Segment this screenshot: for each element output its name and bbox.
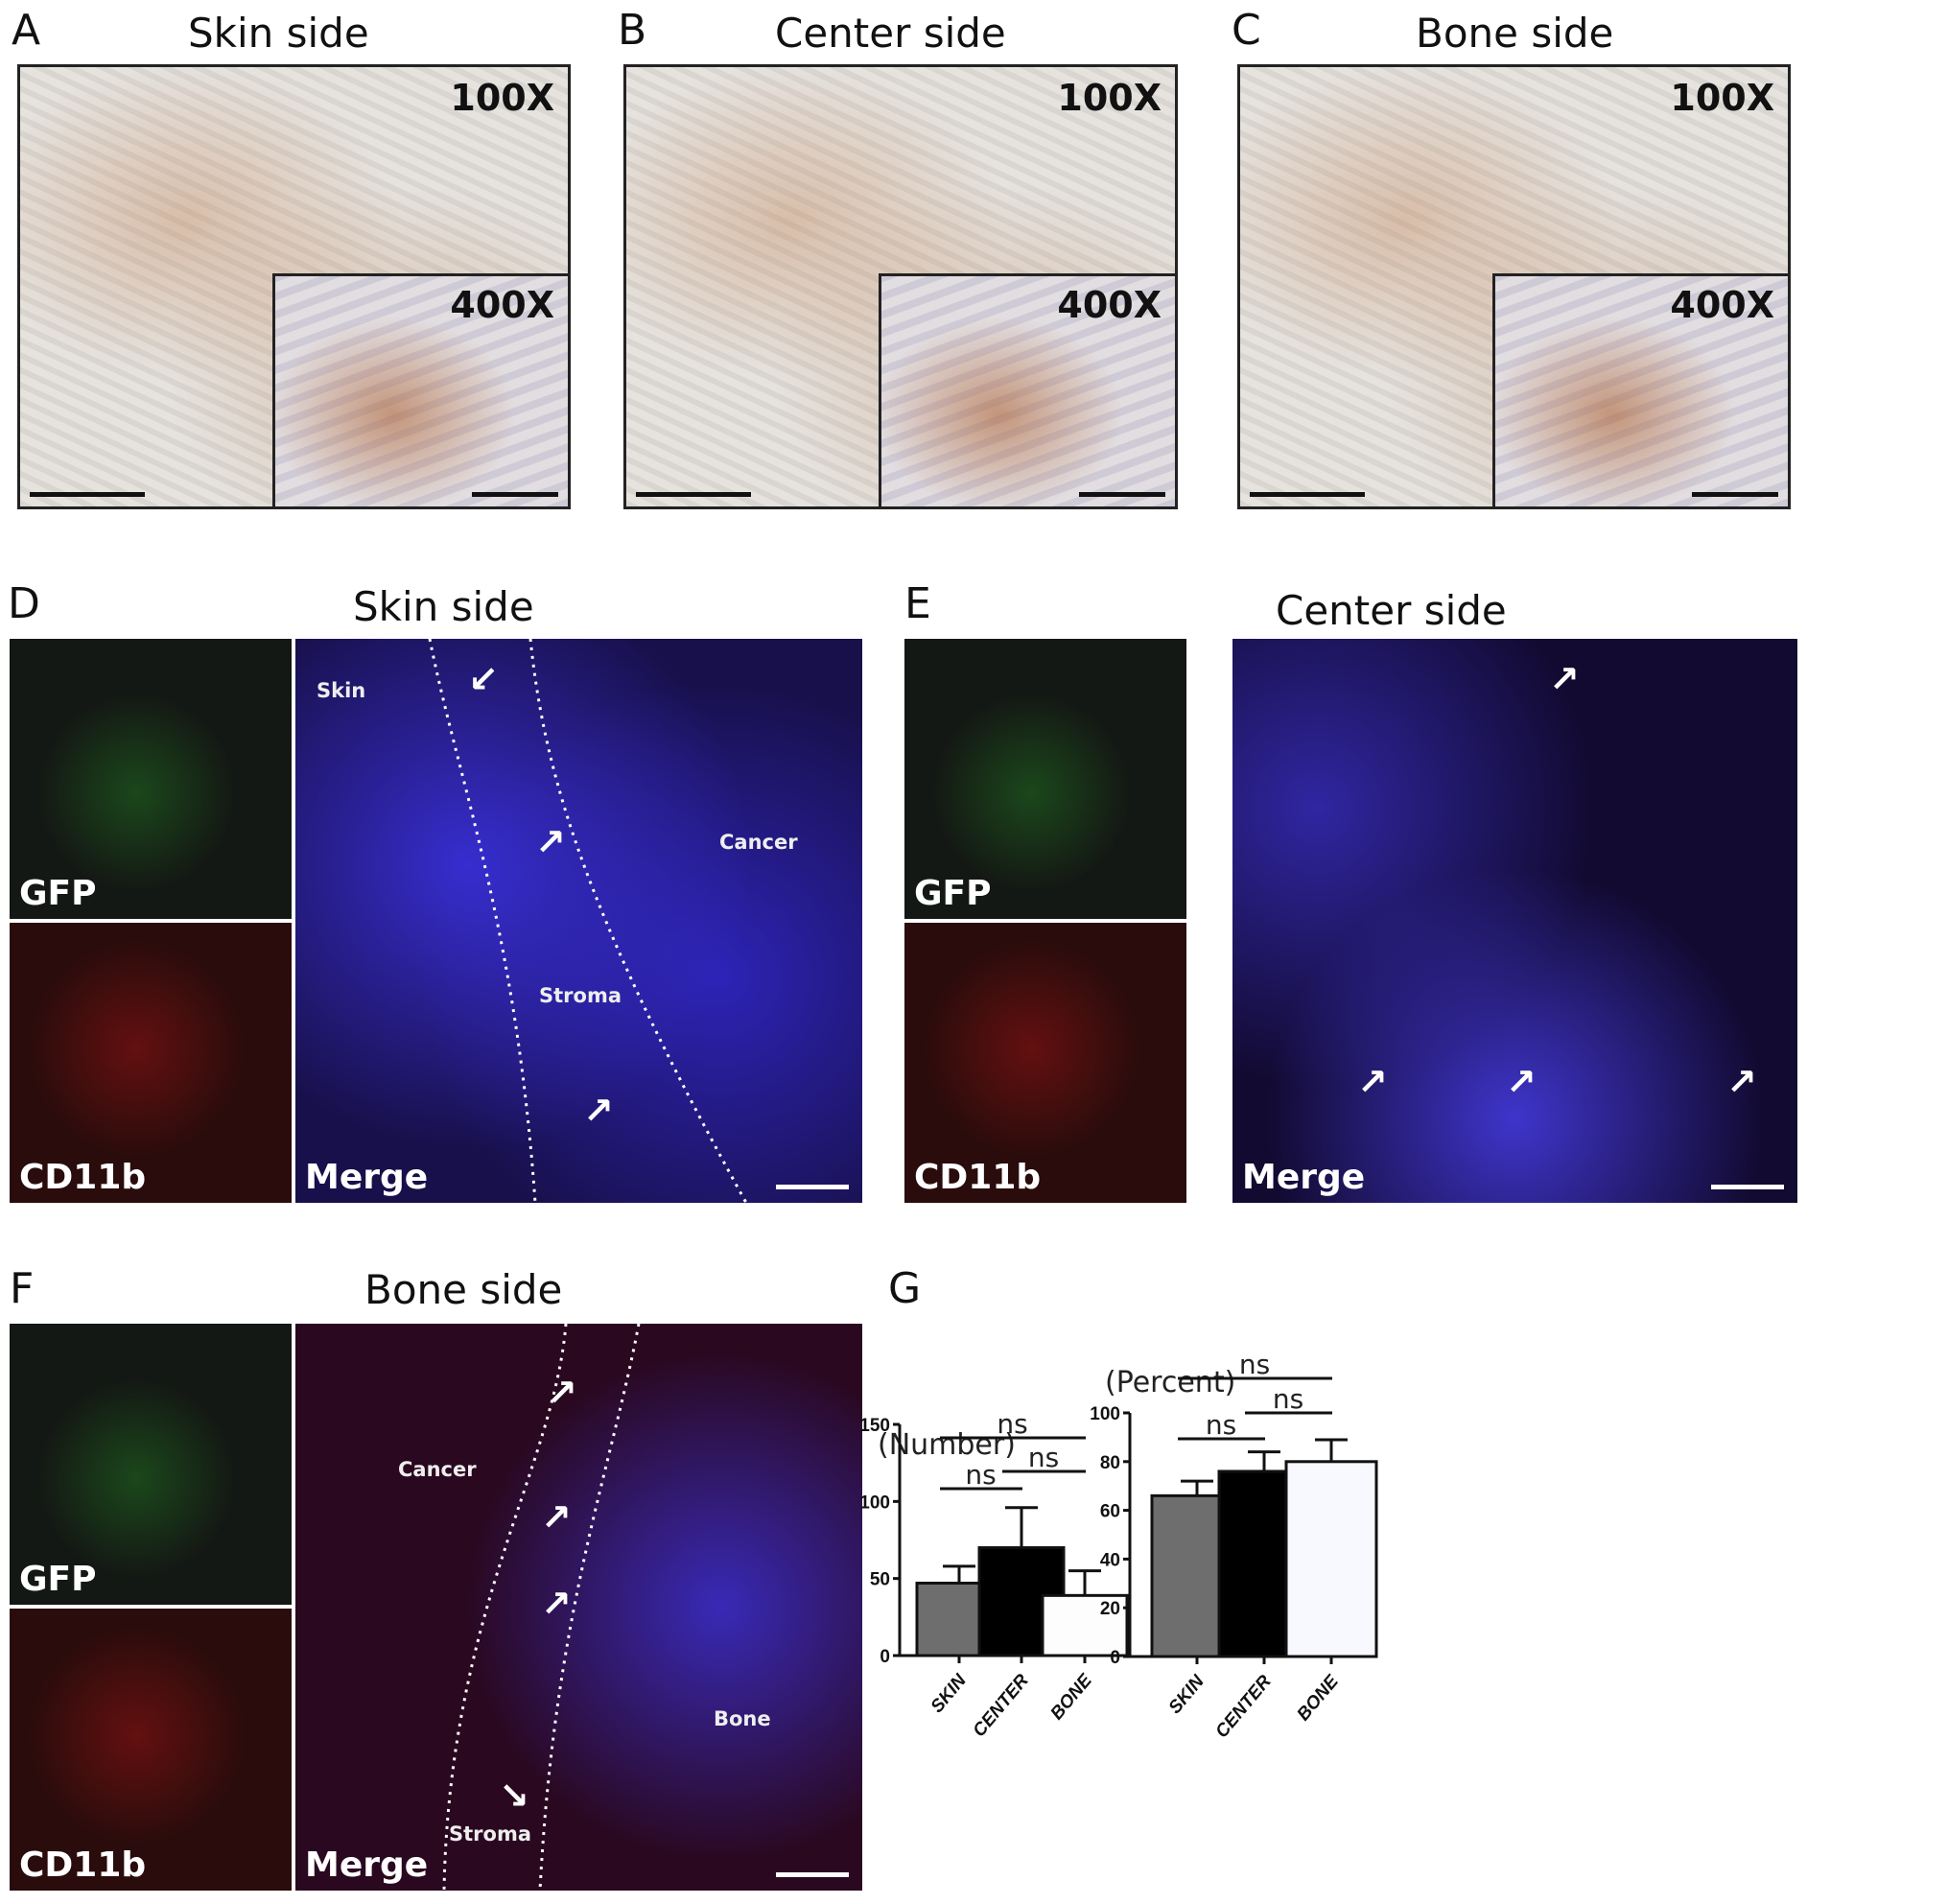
significance-label: ns <box>1206 1409 1236 1441</box>
channel-label-merge: Merge <box>1242 1158 1366 1197</box>
x-tick-label: BONE <box>1293 1671 1343 1726</box>
significance-label: ns <box>997 1408 1027 1440</box>
y-tick-label: 100 <box>859 1493 890 1513</box>
ihc-image-skin: 100X 400X <box>17 64 571 509</box>
ihc-inset: 400X <box>879 273 1175 506</box>
arrow-icon: ↗ <box>1726 1061 1757 1103</box>
x-tick-label: CENTER <box>1212 1672 1276 1743</box>
channel-label-gfp: GFP <box>19 1560 97 1599</box>
significance-label: ns <box>1028 1442 1059 1473</box>
scale-bar <box>30 492 145 497</box>
panel-title-f: Bone side <box>364 1266 563 1313</box>
region-label-bone: Bone <box>714 1707 771 1730</box>
y-tick-label: 60 <box>1100 1502 1120 1522</box>
y-axis-label: (Percent) <box>1105 1366 1235 1399</box>
region-label-cancer: Cancer <box>719 831 798 854</box>
panel-label-c: C <box>1232 6 1261 55</box>
magnification-400x: 400X <box>1057 284 1162 327</box>
scale-bar <box>776 1872 849 1877</box>
channel-label-merge: Merge <box>305 1158 429 1197</box>
panel-label-g: G <box>888 1264 922 1313</box>
gfp-image: GFP <box>10 639 292 919</box>
stroma-boundary <box>442 1324 641 1891</box>
channel-label-cd11b: CD11b <box>914 1158 1042 1197</box>
panel-label-a: A <box>12 6 41 55</box>
significance-label: ns <box>1273 1383 1303 1415</box>
arrow-icon: ↙ <box>468 658 499 700</box>
scale-bar <box>1079 492 1165 497</box>
panel-title-b: Center side <box>775 10 1006 57</box>
y-tick-label: 40 <box>1100 1550 1120 1570</box>
magnification-100x: 100X <box>1670 77 1774 119</box>
cd11b-image: CD11b <box>904 923 1186 1203</box>
y-tick-label: 80 <box>1100 1453 1120 1473</box>
significance-label: ns <box>1239 1349 1270 1380</box>
x-tick-label: SKIN <box>927 1670 972 1717</box>
merge-image: ↗ ↗ ↗ ↗ Merge <box>1232 639 1797 1203</box>
panel-label-f: F <box>10 1264 35 1313</box>
bar-bone <box>1041 1593 1129 1657</box>
panel-title-d: Skin side <box>353 583 534 630</box>
scale-bar <box>1711 1185 1784 1189</box>
x-tick-label: CENTER <box>970 1671 1033 1742</box>
arrow-icon: ↗ <box>1549 658 1580 700</box>
gfp-image: GFP <box>904 639 1186 919</box>
region-label-stroma: Stroma <box>539 984 622 1007</box>
panel-label-d: D <box>8 579 40 628</box>
channel-label-merge: Merge <box>305 1845 429 1885</box>
magnification-100x: 100X <box>450 77 554 119</box>
magnification-400x: 400X <box>450 284 554 327</box>
scale-bar <box>472 492 558 497</box>
region-label-skin: Skin <box>317 679 366 702</box>
x-tick-label: BONE <box>1046 1670 1096 1725</box>
stroma-boundary <box>428 639 748 1203</box>
magnification-100x: 100X <box>1057 77 1162 119</box>
channel-label-gfp: GFP <box>914 874 992 913</box>
y-tick-label: 0 <box>1110 1648 1120 1668</box>
ihc-inset: 400X <box>271 273 568 506</box>
y-tick-label: 50 <box>870 1570 890 1590</box>
merge-image: Cancer Bone Stroma ↗ ↗ ↗ ↘ Merge <box>295 1324 862 1891</box>
gfp-image: GFP <box>10 1324 292 1605</box>
y-tick-label: 100 <box>1090 1404 1120 1424</box>
scale-bar <box>1250 492 1365 497</box>
panel-title-e: Center side <box>1276 587 1507 634</box>
arrow-icon: ↗ <box>535 821 566 863</box>
arrow-icon: ↗ <box>547 1372 577 1414</box>
arrow-icon: ↗ <box>1357 1061 1388 1103</box>
ihc-image-center: 100X 400X <box>623 64 1178 509</box>
merge-image: Skin Cancer Stroma ↙ ↗ ↗ Merge <box>295 639 862 1203</box>
arrow-icon: ↘ <box>499 1775 529 1817</box>
panel-title-a: Skin side <box>188 10 369 57</box>
arrow-icon: ↗ <box>1506 1061 1537 1103</box>
y-tick-label: 150 <box>859 1416 890 1436</box>
x-tick-label: SKIN <box>1165 1671 1209 1718</box>
arrow-icon: ↗ <box>541 1496 572 1539</box>
cd11b-image: CD11b <box>10 923 292 1203</box>
channel-label-cd11b: CD11b <box>19 1845 147 1885</box>
ihc-image-bone: 100X 400X <box>1237 64 1791 509</box>
channel-label-gfp: GFP <box>19 874 97 913</box>
cd11b-image: CD11b <box>10 1609 292 1891</box>
arrow-icon: ↗ <box>541 1583 572 1625</box>
ihc-inset: 400X <box>1491 273 1788 506</box>
panel-label-e: E <box>904 579 931 628</box>
channel-label-cd11b: CD11b <box>19 1158 147 1197</box>
panel-label-b: B <box>618 6 647 55</box>
y-tick-label: 0 <box>880 1647 890 1667</box>
panel-title-c: Bone side <box>1416 10 1614 57</box>
region-label-stroma: Stroma <box>449 1822 531 1845</box>
scale-bar <box>776 1185 849 1189</box>
bar-bone <box>1284 1460 1378 1658</box>
scale-bar <box>1692 492 1778 497</box>
y-tick-label: 20 <box>1100 1599 1120 1619</box>
scale-bar <box>636 492 751 497</box>
region-label-cancer: Cancer <box>398 1458 477 1481</box>
significance-label: ns <box>965 1459 996 1491</box>
magnification-400x: 400X <box>1670 284 1774 327</box>
arrow-icon: ↗ <box>583 1090 614 1132</box>
